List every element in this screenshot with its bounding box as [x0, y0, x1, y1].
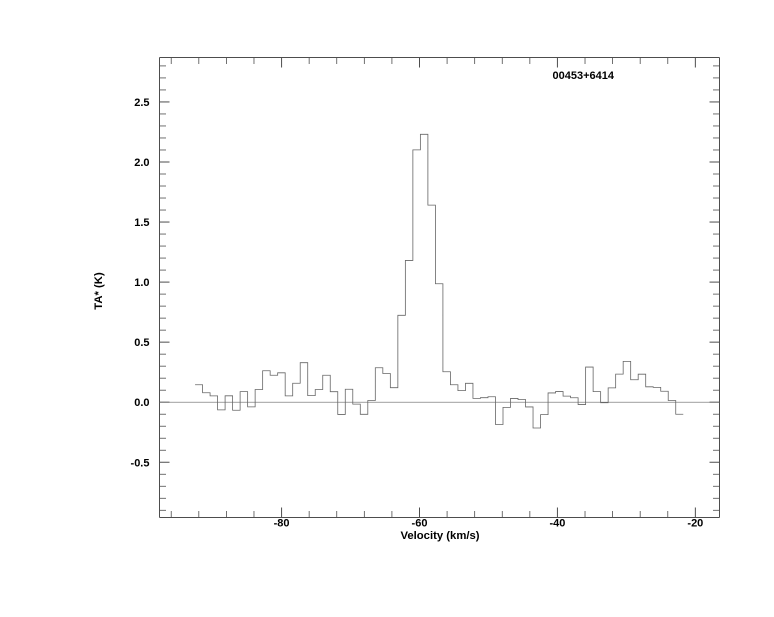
svg-text:2.0: 2.0 [134, 157, 149, 169]
svg-text:00453+6414: 00453+6414 [553, 70, 615, 82]
svg-text:0.5: 0.5 [134, 337, 149, 349]
svg-text:2.5: 2.5 [134, 97, 149, 109]
svg-text:-60: -60 [412, 518, 428, 530]
svg-text:-0.5: -0.5 [131, 457, 150, 469]
svg-text:-40: -40 [549, 518, 565, 530]
svg-text:0.0: 0.0 [134, 397, 149, 409]
svg-text:-20: -20 [687, 518, 703, 530]
svg-text:TA* (K): TA* (K) [93, 272, 105, 310]
svg-text:-80: -80 [274, 518, 290, 530]
svg-text:1.5: 1.5 [134, 217, 149, 229]
svg-text:Velocity (km/s): Velocity (km/s) [400, 530, 479, 542]
svg-text:1.0: 1.0 [134, 277, 149, 289]
